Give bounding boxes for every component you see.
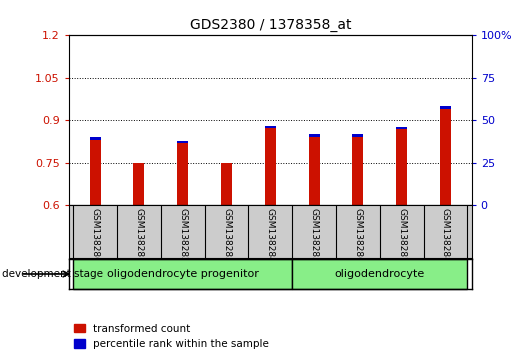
Text: GSM138288: GSM138288 [441, 208, 450, 263]
Bar [90, 139, 101, 205]
Bar [440, 106, 451, 109]
Bar [352, 134, 364, 137]
Text: GSM138283: GSM138283 [222, 208, 231, 263]
Bar [292, 259, 467, 289]
Bar [73, 259, 292, 289]
Text: GSM138285: GSM138285 [310, 208, 319, 263]
Bar [352, 137, 364, 205]
Text: GSM138287: GSM138287 [397, 208, 406, 263]
Bar [440, 109, 451, 205]
Bar [396, 129, 407, 205]
Bar [265, 126, 276, 128]
Bar [308, 134, 320, 137]
Text: GSM138280: GSM138280 [91, 208, 100, 263]
Bar [265, 128, 276, 205]
Text: oligodendrocyte progenitor: oligodendrocyte progenitor [107, 269, 259, 279]
Text: development stage: development stage [2, 269, 103, 279]
Bar [221, 163, 232, 205]
Text: GSM138281: GSM138281 [135, 208, 144, 263]
Text: GSM138286: GSM138286 [354, 208, 363, 263]
Bar [396, 127, 407, 129]
Text: GSM138282: GSM138282 [178, 208, 187, 263]
Text: oligodendrocyte: oligodendrocyte [334, 269, 425, 279]
Title: GDS2380 / 1378358_at: GDS2380 / 1378358_at [190, 18, 351, 32]
Bar [308, 137, 320, 205]
Bar [177, 143, 188, 205]
Bar [177, 141, 188, 143]
Text: GSM138284: GSM138284 [266, 208, 275, 263]
Bar [90, 137, 101, 139]
Legend: transformed count, percentile rank within the sample: transformed count, percentile rank withi… [74, 324, 269, 349]
Bar [134, 163, 144, 205]
